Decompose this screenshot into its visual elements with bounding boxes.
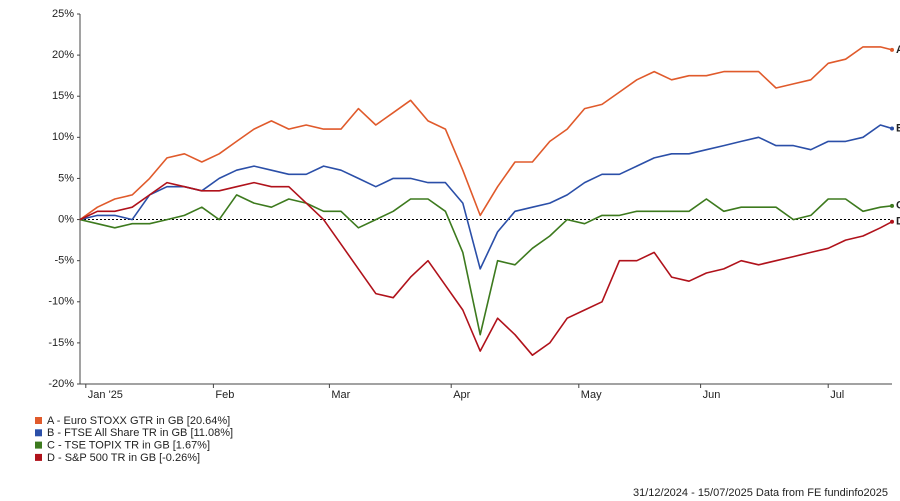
end-marker: [890, 219, 894, 224]
end-label: B: [896, 122, 900, 134]
y-tick-label: 25%: [52, 8, 74, 20]
end-marker: [890, 203, 894, 208]
y-tick-label: -10%: [48, 296, 74, 308]
end-marker: [890, 126, 894, 131]
y-tick-label: -5%: [54, 255, 74, 267]
legend-label: B - FTSE All Share TR in GB [11.08%]: [47, 427, 233, 439]
legend-label: C - TSE TOPIX TR in GB [1.67%]: [47, 440, 210, 452]
end-marker: [890, 47, 894, 52]
x-tick-label: Feb: [215, 389, 234, 401]
legend-swatch: [35, 453, 42, 461]
legend-label: D - S&P 500 TR in GB [-0.26%]: [47, 452, 200, 464]
x-tick-label: Jul: [830, 389, 844, 401]
x-tick-label: Jan '25: [88, 389, 123, 401]
series-line: [79, 194, 893, 336]
x-tick-label: May: [581, 389, 602, 401]
legend-swatch: [35, 417, 42, 424]
footer: 31/12/2024 - 15/07/2025 Data from FE fun…: [633, 487, 888, 499]
end-label: A: [896, 44, 900, 56]
y-tick-label: 10%: [52, 131, 74, 143]
series-line: [79, 181, 893, 356]
y-tick-label: 5%: [58, 172, 74, 184]
y-tick-label: -15%: [48, 337, 74, 349]
legend-swatch: [35, 429, 42, 437]
x-tick-label: Apr: [453, 389, 470, 401]
y-tick-label: 0%: [58, 213, 74, 225]
legend-swatch: [35, 441, 42, 449]
legend-label: A - Euro STOXX GTR in GB [20.64%]: [47, 415, 230, 427]
series-line: [79, 124, 893, 270]
y-tick-label: -20%: [48, 378, 74, 390]
x-tick-label: Jun: [703, 389, 721, 401]
y-tick-label: 15%: [52, 90, 74, 102]
end-label: D: [896, 216, 900, 228]
x-tick-label: Mar: [331, 389, 350, 401]
series-line: [79, 46, 893, 221]
y-tick-label: 20%: [52, 49, 74, 61]
end-label: C: [896, 200, 900, 212]
